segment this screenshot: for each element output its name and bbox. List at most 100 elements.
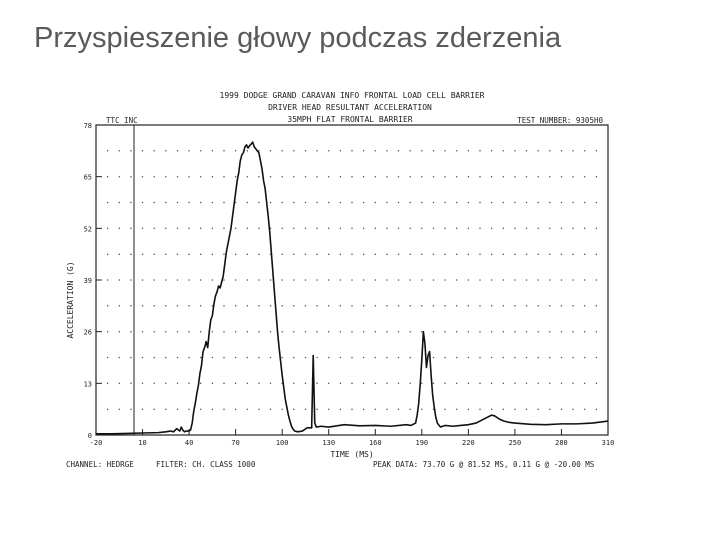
grid-dot (176, 175, 179, 178)
grid-dot (386, 227, 388, 230)
grid-dot (211, 305, 214, 307)
grid-dot (374, 382, 377, 385)
grid-dot (234, 253, 237, 255)
grid-dot (165, 150, 167, 152)
y-tick-label: 26 (84, 329, 92, 337)
grid-dot (153, 408, 155, 410)
grid-dot (514, 408, 516, 410)
x-tick-label: 100 (276, 439, 289, 447)
grid-dot (281, 408, 283, 410)
grid-dot (583, 227, 586, 230)
grid-dot (339, 330, 342, 333)
grid-dot (351, 382, 353, 385)
grid-dot (176, 408, 179, 410)
grid-dot (583, 330, 586, 333)
grid-dot (223, 356, 225, 359)
grid-dot (525, 150, 528, 152)
grid-dot (514, 279, 516, 281)
channel-label: CHANNEL: HEDRGE (66, 460, 134, 469)
grid-dot (444, 382, 446, 385)
grid-dot (432, 201, 435, 204)
grid-dot (409, 408, 411, 410)
grid-dot (595, 227, 598, 230)
grid-dot (199, 150, 202, 152)
grid-dot (304, 227, 307, 230)
grid-dot (479, 150, 481, 152)
x-tick-label: 160 (369, 439, 382, 447)
grid-dot (409, 150, 411, 152)
grid-dot (386, 305, 388, 307)
x-tick-label: 310 (602, 439, 615, 447)
grid-dot (560, 382, 563, 385)
grid-dot (351, 305, 353, 307)
grid-dot (293, 279, 295, 281)
grid-dot (444, 253, 446, 255)
grid-dot (595, 305, 598, 307)
grid-dot (269, 305, 272, 307)
grid-dot (293, 330, 295, 333)
grid-dot (246, 330, 249, 333)
grid-dot (153, 356, 155, 359)
grid-dot (502, 382, 505, 385)
grid-dot (316, 356, 318, 359)
grid-dot (467, 382, 470, 385)
grid-dot (339, 175, 342, 178)
grid-dot (199, 201, 202, 204)
grid-dot (479, 408, 481, 410)
grid-dot (362, 408, 365, 410)
grid-dot (560, 227, 563, 230)
grid-dot (223, 253, 225, 255)
grid-dot (432, 227, 435, 230)
grid-dot (293, 356, 295, 359)
grid-dot (409, 279, 411, 281)
grid-dot (339, 150, 342, 152)
grid-dot (165, 330, 167, 333)
grid-dot (421, 150, 423, 152)
grid-dot (421, 330, 423, 333)
grid-dot (211, 279, 214, 281)
grid-dot (258, 227, 260, 230)
grid-dot (525, 330, 528, 333)
grid-dot (316, 279, 318, 281)
grid-dot (246, 201, 249, 204)
grid-dot (490, 227, 493, 230)
grid-dot (467, 253, 470, 255)
grid-dot (223, 150, 225, 152)
grid-dot (444, 330, 446, 333)
grid-dot (560, 305, 563, 307)
grid-dot (421, 253, 423, 255)
grid-dot (130, 201, 132, 204)
grid-dot (444, 150, 446, 152)
grid-dot (490, 330, 493, 333)
grid-dot (362, 279, 365, 281)
grid-dot (455, 330, 458, 333)
grid-dot (421, 305, 423, 307)
axis-ticks (95, 124, 609, 436)
grid-dot (467, 150, 470, 152)
grid-dot (316, 175, 318, 178)
grid-dot (304, 356, 307, 359)
grid-dot (479, 253, 481, 255)
grid-dot (560, 253, 563, 255)
grid-dot (246, 279, 249, 281)
grid-dot (281, 201, 283, 204)
grid-dot (351, 356, 353, 359)
grid-dot (106, 330, 109, 333)
grid-dot (188, 408, 190, 410)
grid-dot (118, 330, 121, 333)
grid-dot (211, 408, 214, 410)
grid-dot (106, 408, 109, 410)
grid-dot (560, 330, 563, 333)
grid-dot (386, 356, 388, 359)
grid-dot (525, 279, 528, 281)
grid-dot (153, 279, 155, 281)
grid-dot (374, 279, 377, 281)
grid-dot (502, 279, 505, 281)
grid-dot (293, 305, 295, 307)
grid-dot (374, 305, 377, 307)
grid-dot (106, 305, 109, 307)
grid-dot (560, 175, 563, 178)
grid-dot (444, 408, 446, 410)
grid-dot (455, 279, 458, 281)
grid-dot (234, 279, 237, 281)
